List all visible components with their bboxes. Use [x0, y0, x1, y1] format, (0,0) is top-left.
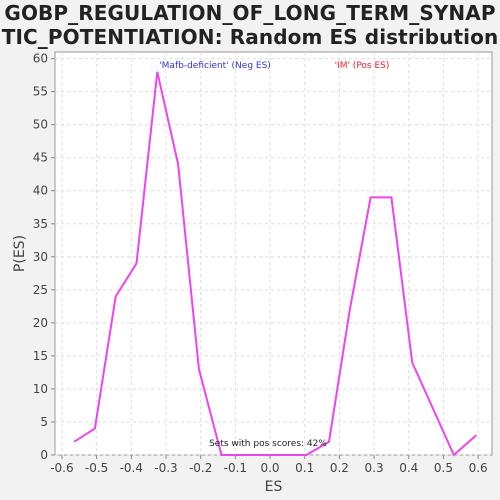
y-tick-label: 35 — [33, 217, 48, 231]
x-tick-label: 0.2 — [330, 461, 349, 475]
y-tick-label: 10 — [33, 382, 48, 396]
x-tick-label: 0.6 — [469, 461, 488, 475]
y-tick-label: 55 — [33, 85, 48, 99]
y-tick-label: 45 — [33, 151, 48, 165]
y-axis-label: P(ES) — [12, 235, 28, 272]
y-tick-label: 60 — [33, 52, 48, 66]
pos-score-annotation: Sets with pos scores: 42% — [209, 439, 327, 449]
chart-title-line1: GOBP_REGULATION_OF_LONG_TERM_SYNAP — [4, 1, 496, 25]
x-tick-label: -0.6 — [50, 461, 73, 475]
x-tick-label: 0.5 — [434, 461, 453, 475]
y-tick-label: 25 — [33, 283, 48, 297]
y-tick-label: 50 — [33, 118, 48, 132]
legend-pos-label: 'IM' (Pos ES) — [335, 61, 390, 71]
series-line — [73, 71, 478, 457]
grid-lines — [55, 52, 492, 456]
x-axis-label: ES — [265, 479, 283, 495]
x-tick-label: 0.0 — [260, 461, 279, 475]
x-tick-label: -0.1 — [224, 461, 247, 475]
x-tick-label: -0.5 — [85, 461, 108, 475]
x-tick-label: 0.1 — [295, 461, 314, 475]
y-tick-label: 30 — [33, 250, 48, 264]
x-axis-ticks: -0.6 -0.5 -0.4 -0.3 -0.2 -0.1 0.0 0.1 0.2 0.3 0.4 0… — [50, 455, 488, 475]
y-tick-label: 5 — [40, 415, 48, 429]
x-tick-label: -0.3 — [154, 461, 177, 475]
y-tick-label: 15 — [33, 349, 48, 363]
y-axis-ticks: 0 5 10 15 20 25 30 35 40 45 50 55 60 — [33, 52, 55, 462]
legend-neg-label: 'Mafb-deficient' (Neg ES) — [159, 61, 271, 71]
x-tick-label: 0.4 — [399, 461, 418, 475]
y-tick-label: 0 — [40, 448, 48, 462]
plot-area — [54, 51, 493, 456]
x-tick-label: -0.2 — [189, 461, 212, 475]
chart-title: GOBP_REGULATION_OF_LONG_TERM_SYNAP TIC_P… — [0, 1, 500, 49]
y-tick-label: 20 — [33, 316, 48, 330]
x-tick-label: 0.3 — [365, 461, 384, 475]
chart-title-line2: TIC_POTENTIATION: Random ES distribution — [1, 25, 499, 49]
x-tick-label: -0.4 — [120, 461, 143, 475]
y-tick-label: 40 — [33, 184, 48, 198]
